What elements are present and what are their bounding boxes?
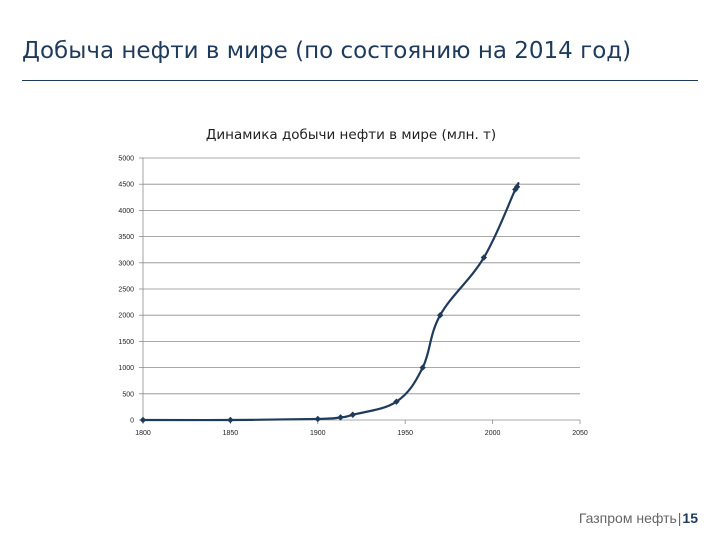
y-tick-label-500: 500 bbox=[122, 391, 134, 398]
data-point-1945 bbox=[393, 398, 400, 405]
footer-separator: | bbox=[677, 510, 682, 526]
axes bbox=[139, 157, 581, 424]
x-tick-label-1850: 1850 bbox=[223, 430, 239, 437]
x-axis-tick-labels: 1800 1850 1900 1950 2000 2050 bbox=[135, 430, 588, 437]
footer: Газпром нефть|15 bbox=[579, 510, 698, 526]
data-point-1960 bbox=[419, 364, 426, 371]
series-line-0 bbox=[142, 182, 520, 422]
y-tick-label-0: 0 bbox=[130, 418, 134, 425]
data-point-1970 bbox=[436, 312, 444, 319]
x-tick-label-1900: 1900 bbox=[310, 430, 326, 437]
series bbox=[139, 182, 521, 424]
y-axis-tick-labels: 0 500 1000 1500 2000 2500 3000 3500 4000 4500 5000 bbox=[118, 156, 134, 425]
data-point-1995 bbox=[480, 254, 488, 261]
y-tick-label-4500: 4500 bbox=[118, 182, 134, 189]
data-point-1800 bbox=[139, 416, 147, 424]
chart-title: Динамика добычи нефти в мире (млн. т) bbox=[206, 127, 496, 143]
y-tick-label-1500: 1500 bbox=[118, 339, 134, 346]
y-tick-label-3500: 3500 bbox=[118, 234, 134, 241]
title-divider bbox=[22, 80, 698, 81]
x-tick-label-2050: 2050 bbox=[572, 430, 588, 437]
data-point-2014 bbox=[513, 183, 521, 191]
slide-title: Добыча нефти в мире (по состоянию на 201… bbox=[22, 38, 632, 64]
data-point-1900 bbox=[314, 415, 321, 423]
data-point-1913 bbox=[337, 414, 344, 421]
footer-company: Газпром нефть bbox=[578, 510, 677, 526]
x-tick-label-1800: 1800 bbox=[135, 430, 151, 437]
data-point-1850 bbox=[227, 416, 234, 424]
y-tick-label-2500: 2500 bbox=[118, 287, 134, 294]
y-tick-label-1000: 1000 bbox=[118, 365, 134, 372]
y-tick-label-3000: 3000 bbox=[118, 260, 134, 267]
y-tick-label-4000: 4000 bbox=[118, 208, 134, 215]
data-point-2013 bbox=[512, 186, 519, 193]
x-tick-label-1950: 1950 bbox=[397, 430, 413, 437]
y-tick-label-5000: 5000 bbox=[118, 156, 134, 163]
y-tick-label-2000: 2000 bbox=[118, 313, 134, 320]
page-number: 15 bbox=[682, 510, 698, 526]
data-point-1920 bbox=[349, 411, 356, 418]
x-tick-label-2000: 2000 bbox=[485, 430, 501, 437]
